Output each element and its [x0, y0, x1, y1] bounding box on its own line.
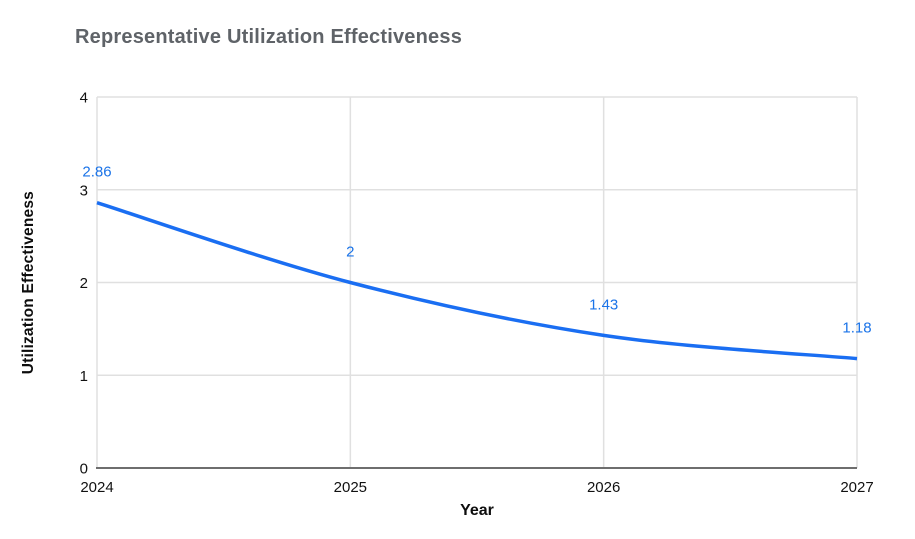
data-label: 1.43 [589, 296, 618, 313]
x-tick-label: 2024 [80, 479, 113, 496]
y-tick-label: 2 [80, 275, 88, 292]
chart-title: Representative Utilization Effectiveness [75, 26, 463, 48]
x-axis-title: Year [460, 502, 494, 519]
y-tick-label: 3 [80, 182, 88, 199]
data-label: 2 [346, 244, 354, 261]
data-label: 2.86 [82, 164, 111, 181]
y-tick-label: 0 [80, 461, 88, 478]
y-tick-label: 4 [80, 90, 88, 107]
series-line [96, 201, 858, 361]
x-tick-label: 2026 [587, 479, 620, 496]
x-tick-label: 2025 [334, 479, 367, 496]
data-label: 1.18 [842, 320, 871, 337]
x-tick-label: 2027 [840, 479, 873, 496]
y-tick-label: 1 [80, 368, 88, 385]
